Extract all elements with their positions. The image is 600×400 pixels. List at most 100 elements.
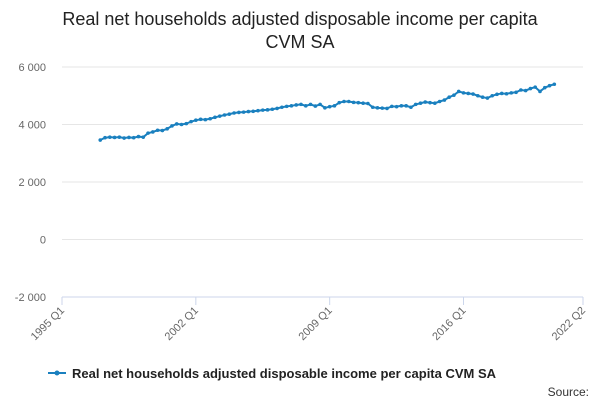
data-point <box>533 85 538 89</box>
data-point <box>437 99 442 104</box>
data-point <box>284 104 289 109</box>
data-point <box>122 136 126 140</box>
data-point <box>461 91 466 95</box>
data-point <box>174 122 179 126</box>
data-point <box>98 138 103 142</box>
data-point <box>222 113 227 117</box>
data-point <box>346 99 351 104</box>
x-tick-label: 1995 Q1 <box>29 305 67 343</box>
data-point <box>327 104 332 109</box>
data-point <box>380 106 385 110</box>
data-point <box>390 104 394 109</box>
data-point <box>131 135 136 140</box>
data-point <box>280 105 284 110</box>
data-point <box>289 104 294 108</box>
data-point <box>275 106 279 111</box>
x-tick-label: 2002 Q1 <box>163 305 201 343</box>
data-point <box>542 85 547 90</box>
data-point <box>127 135 131 140</box>
data-point <box>456 89 461 94</box>
data-point <box>318 102 322 107</box>
data-point <box>423 100 428 104</box>
data-point <box>179 122 184 127</box>
data-point <box>117 135 122 139</box>
data-point <box>217 114 222 118</box>
data-point <box>184 121 189 126</box>
data-point <box>256 108 260 113</box>
data-point <box>485 96 490 100</box>
data-point <box>433 101 437 106</box>
data-point <box>504 91 509 96</box>
data-point <box>452 93 456 97</box>
data-point <box>466 91 471 96</box>
data-point <box>160 128 165 133</box>
data-point <box>194 118 198 122</box>
data-point <box>103 135 107 140</box>
data-point <box>213 115 217 120</box>
data-point <box>361 101 365 106</box>
data-point <box>260 108 265 112</box>
data-point <box>308 102 313 107</box>
data-point <box>519 88 523 92</box>
y-tick-label: 4 000 <box>18 120 46 132</box>
legend-label: Real net households adjusted disposable … <box>72 366 497 381</box>
data-point <box>476 93 480 98</box>
data-point <box>265 108 270 112</box>
data-point <box>375 106 380 110</box>
data-point <box>170 124 174 128</box>
y-tick-label: 2 000 <box>18 177 46 189</box>
data-point <box>155 128 160 133</box>
data-point <box>538 89 542 94</box>
data-point <box>509 91 514 95</box>
data-point <box>399 104 404 108</box>
data-point <box>299 102 303 107</box>
data-point <box>413 102 418 107</box>
data-point <box>409 105 413 110</box>
data-point <box>303 104 308 108</box>
data-point <box>141 135 146 139</box>
y-tick-label: -2 000 <box>15 292 46 304</box>
data-point <box>246 109 251 114</box>
x-tick-label: 2022 Q2 <box>550 305 588 343</box>
data-point <box>151 130 155 134</box>
data-point <box>232 111 236 115</box>
data-point <box>237 110 241 115</box>
x-tick-label: 2009 Q1 <box>296 305 334 343</box>
data-point <box>241 110 246 114</box>
data-point <box>107 135 112 139</box>
data-point <box>198 117 203 122</box>
series-line <box>99 83 555 141</box>
data-point <box>480 95 485 99</box>
data-point <box>495 92 499 97</box>
data-point <box>514 90 518 95</box>
y-tick-label: 6 000 <box>18 62 46 74</box>
data-point <box>447 95 451 99</box>
data-point <box>323 106 327 110</box>
data-point <box>351 100 356 105</box>
data-point <box>490 93 494 98</box>
data-point <box>366 101 370 106</box>
source-label: Source: <box>548 385 589 399</box>
data-point <box>337 100 342 105</box>
data-point <box>189 119 193 124</box>
data-point <box>385 106 389 111</box>
data-point <box>471 92 475 96</box>
data-point <box>404 104 408 108</box>
data-point <box>332 104 337 108</box>
data-point <box>428 100 432 105</box>
x-tick-label: 2016 Q1 <box>430 305 468 343</box>
data-point <box>208 116 212 121</box>
data-point <box>547 83 552 88</box>
legend-swatch-dot <box>54 370 60 376</box>
data-point <box>165 127 169 131</box>
data-point <box>136 134 141 139</box>
data-point <box>203 117 208 122</box>
data-point <box>356 100 361 105</box>
data-point <box>370 105 375 110</box>
data-point <box>270 107 275 112</box>
data-point <box>523 88 528 93</box>
data-point <box>442 98 447 102</box>
data-point <box>313 104 318 108</box>
